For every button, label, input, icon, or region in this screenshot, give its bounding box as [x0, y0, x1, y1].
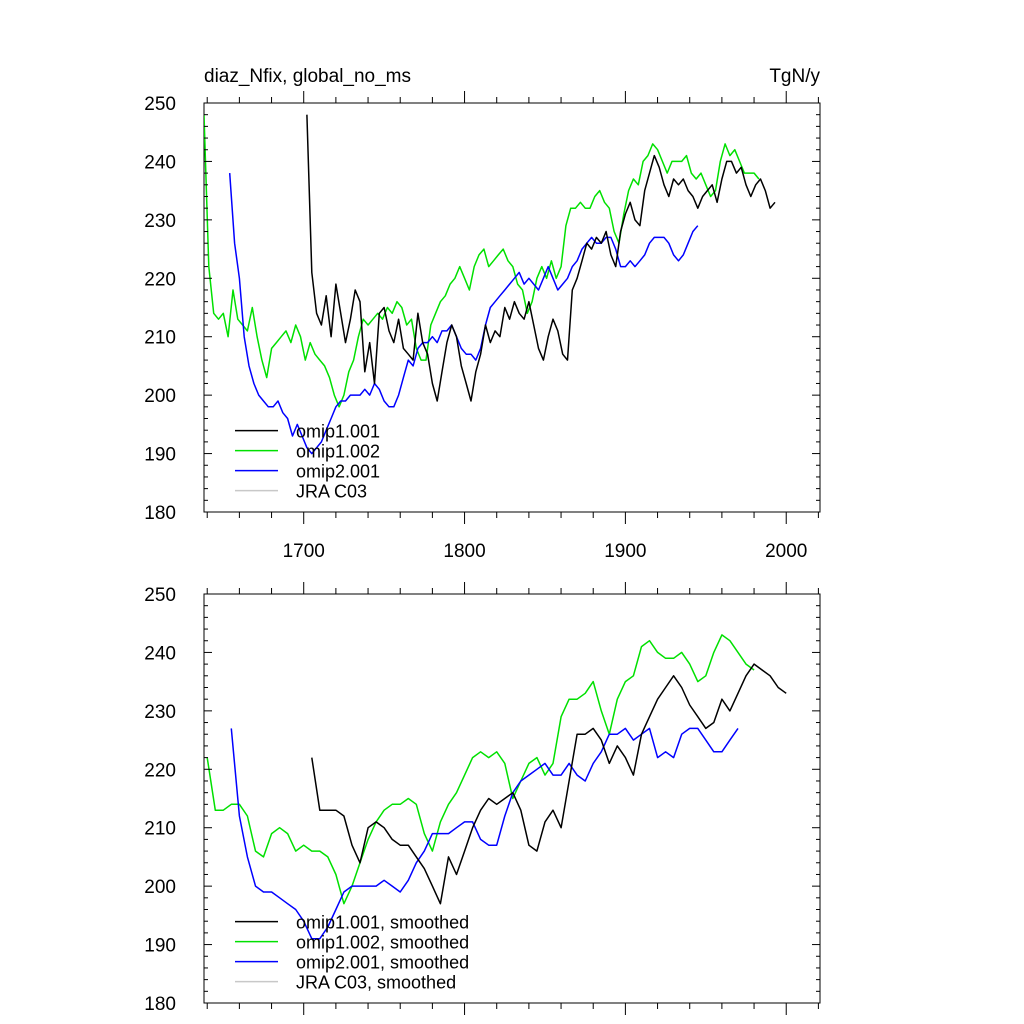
chart-title: diaz_Nfix, global_no_ms [204, 66, 411, 87]
axis-ticks: 180 190 200 210 220 230 240 250 [144, 582, 820, 1015]
bottom-panel: 180 190 200 210 220 230 240 250 omip1.001, smoo… [144, 582, 821, 1015]
series-lines [206, 634, 787, 940]
legend-label: JRA C03, smoothed [296, 973, 456, 993]
y-tick-label: 250 [144, 94, 176, 115]
legend-label: omip2.001, smoothed [296, 953, 469, 973]
legend-label: omip2.001 [296, 462, 380, 482]
series-line-omip1-002-smoothed [206, 634, 755, 905]
y-tick-label: 230 [144, 702, 176, 723]
y-tick-label: 180 [144, 503, 176, 524]
top-panel: diaz_Nfix, global_no_ms TgN/y 180 190 200 2… [144, 66, 821, 562]
axis-ticks: 180 190 200 210 220 230 240 250 1700 1800 1900 2000 [144, 91, 820, 562]
series-lines [204, 114, 776, 455]
y-tick-label: 210 [144, 819, 176, 840]
x-tick-label: 2000 [765, 541, 807, 562]
y-tick-label: 250 [144, 585, 176, 606]
y-tick-label: 180 [144, 994, 176, 1015]
x-tick-label: 1900 [604, 541, 646, 562]
series-line-omip1-002 [204, 114, 760, 408]
series-line-omip1-001-smoothed [311, 663, 787, 905]
y-tick-label: 190 [144, 936, 176, 957]
plot-frame [203, 102, 821, 513]
units-label: TgN/y [769, 66, 820, 87]
y-tick-label: 220 [144, 760, 176, 781]
y-tick-label: 200 [144, 386, 176, 407]
y-tick-label: 230 [144, 211, 176, 232]
legend-label: omip1.001 [296, 422, 380, 442]
x-tick-label: 1800 [443, 541, 485, 562]
y-tick-label: 220 [144, 269, 176, 290]
x-tick-label: 1700 [283, 541, 325, 562]
y-tick-label: 200 [144, 877, 176, 898]
y-tick-label: 210 [144, 328, 176, 349]
legend-label: omip1.001, smoothed [296, 913, 469, 933]
y-tick-label: 190 [144, 445, 176, 466]
y-tick-label: 240 [144, 643, 176, 664]
series-line-omip1-001 [306, 114, 776, 402]
legend-label: omip1.002 [296, 442, 380, 462]
legend-label: JRA C03 [296, 482, 367, 502]
legend-label: omip1.002, smoothed [296, 933, 469, 953]
series-line-omip2-001 [228, 173, 699, 455]
series-line-omip2-001-smoothed [230, 727, 739, 940]
y-tick-label: 240 [144, 152, 176, 173]
plot-frame [203, 593, 821, 1004]
